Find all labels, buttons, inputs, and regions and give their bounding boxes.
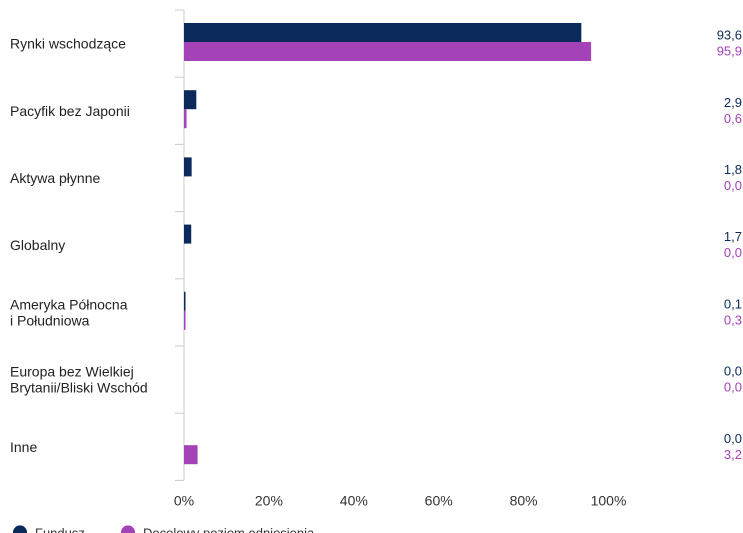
value-label: 0,0 [724, 431, 742, 446]
value-label: 0,0 [724, 380, 742, 395]
bar-fundusz [184, 90, 197, 110]
bar-fundusz [184, 157, 192, 177]
category-label: Inne [10, 439, 37, 455]
bar-fundusz [184, 291, 186, 311]
bar-docelowy [184, 42, 592, 61]
x-tick-label: 20% [255, 492, 283, 508]
legend-label: Fundusz [35, 525, 85, 533]
value-label: 93,6 [717, 28, 742, 43]
x-tick-label: 80% [510, 492, 538, 508]
labels-layer: Rynki wschodzące 93,695,9 Pacyfik bez Japo… [10, 28, 742, 462]
legend-label: Docelowy poziom odniesienia [143, 525, 315, 533]
bars-layer [184, 23, 592, 465]
category-label: Rynki wschodzące [10, 36, 126, 52]
value-label: 0,3 [724, 312, 742, 327]
category-label: Europa bez Wielkiej [10, 364, 134, 380]
category-label: Ameryka Północna [10, 296, 128, 312]
value-label: 0,6 [724, 111, 742, 126]
x-tick-label: 40% [340, 492, 368, 508]
bar-fundusz [184, 224, 192, 244]
legend-marker [121, 525, 135, 533]
value-label: 0,1 [724, 296, 742, 311]
value-label: 0,0 [724, 245, 742, 260]
value-label: 2,9 [724, 95, 742, 110]
legend-marker [13, 525, 27, 533]
category-label: Brytanii/Bliski Wschód [10, 380, 148, 396]
legend: Fundusz Docelowy poziom odniesienia [13, 525, 315, 533]
category-label: Aktywa płynne [10, 170, 100, 186]
axis-layer: 0% 20% 40% 60% 80% 100% [174, 9, 627, 508]
value-label: 95,9 [717, 44, 742, 59]
x-tick-label: 100% [591, 492, 627, 508]
bar-docelowy [184, 310, 186, 330]
value-label: 0,0 [724, 364, 742, 379]
value-label: 3,2 [724, 447, 742, 462]
x-tick-label: 60% [425, 492, 453, 508]
x-tick-label: 0% [174, 492, 194, 508]
bar-docelowy [184, 109, 187, 129]
bar-docelowy [184, 445, 198, 465]
category-label: Globalny [10, 237, 65, 253]
category-label: Pacyfik bez Japonii [10, 103, 130, 119]
value-label: 0,0 [724, 178, 742, 193]
category-label: i Południowa [10, 312, 90, 328]
value-label: 1,7 [724, 229, 742, 244]
value-label: 1,8 [724, 162, 742, 177]
bar-fundusz [184, 23, 582, 42]
